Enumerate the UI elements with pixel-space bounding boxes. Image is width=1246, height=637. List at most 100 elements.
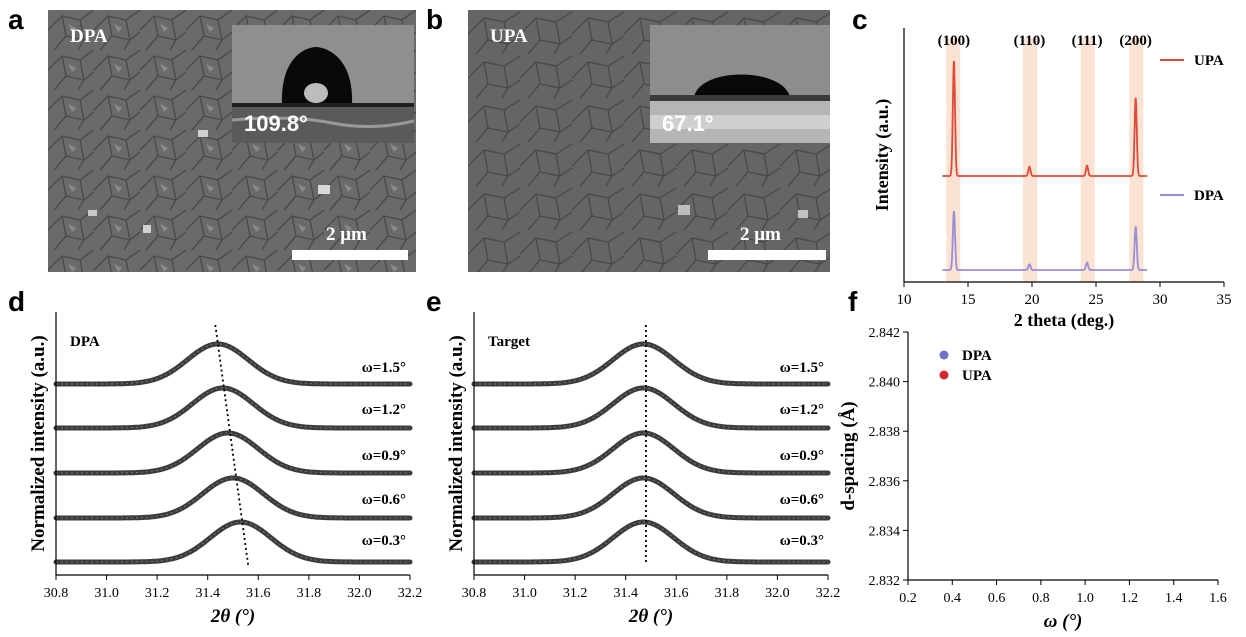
x-tick-label: 31.2: [145, 586, 170, 601]
x-tick-label: 0.8: [1032, 591, 1050, 606]
panel-label-d: d: [8, 286, 26, 317]
x-tick-label: 31.6: [664, 586, 689, 601]
legend-label-upa: UPA: [962, 368, 992, 384]
x-tick-label: 30.8: [44, 586, 69, 601]
y-tick-label: 2.842: [869, 326, 901, 341]
legend-label-dpa: DPA: [1194, 188, 1224, 204]
rocking-curve: [53, 430, 413, 476]
panel-label-c: c: [852, 4, 868, 35]
scale-label-a: 2 μm: [326, 224, 367, 245]
sample-label-upa: UPA: [490, 26, 528, 47]
omega-label: ω=0.9°: [780, 448, 824, 464]
legend-label-dpa: DPA: [962, 348, 992, 364]
omega-label: ω=0.6°: [362, 492, 406, 508]
target-rocking-chart: ω=1.5° ω=1.2° ω=0.9° ω=0.6° ω=0.3° Target 30.8…: [446, 312, 840, 627]
droplet-dpa: [232, 25, 414, 143]
rocking-curve: [53, 385, 413, 431]
panel-label-a: a: [8, 4, 24, 35]
omega-label: ω=0.9°: [362, 448, 406, 464]
x-tick-label: 31.8: [715, 586, 740, 601]
highlight-band: [1080, 38, 1095, 282]
x-tick-label: 0.2: [899, 591, 917, 606]
omega-label: ω=1.5°: [362, 360, 406, 376]
rocking-curve: [471, 341, 831, 387]
rocking-curve-points: [474, 521, 828, 563]
series-line-dpa: [942, 210, 1148, 271]
chart-title: Target: [488, 334, 530, 350]
peak-label: (200): [1119, 33, 1152, 49]
x-tick-label: 31.4: [195, 586, 220, 601]
peak-label: (111): [1072, 33, 1103, 49]
omega-label: ω=0.3°: [362, 533, 406, 549]
x-tick-label: 1.6: [1209, 591, 1227, 606]
y-tick-label: 2.834: [869, 524, 901, 539]
omega-label: ω=0.3°: [780, 533, 824, 549]
sem-image-dpa: DPA 109.8° 2 μm: [48, 10, 416, 272]
x-tick-label: 30.8: [462, 586, 487, 601]
x-tick-label: 35: [1217, 292, 1232, 308]
contact-angle-inset-dpa: 109.8°: [232, 25, 414, 143]
highlight-band: [1129, 38, 1144, 282]
omega-label: ω=1.5°: [780, 360, 824, 376]
omega-label: ω=1.2°: [780, 402, 824, 418]
peak-label: (100): [938, 33, 971, 49]
peak-label: (110): [1014, 33, 1046, 49]
d-spacing-chart: 0.2 0.4 0.6 0.8 1.0 1.2 1.4 1.6 2.832 2.834 2.836 2…: [838, 326, 1227, 632]
y-axis-label: d-spacing (Å): [838, 401, 859, 510]
x-tick-label: 15: [961, 292, 976, 308]
contact-angle-value-upa: 67.1°: [662, 111, 714, 136]
x-axis-label: 2θ (°): [628, 606, 673, 627]
rocking-curve-points: [474, 343, 828, 385]
legend-label-upa: UPA: [1194, 53, 1224, 69]
x-tick-label: 31.2: [563, 586, 588, 601]
rocking-curve-points: [56, 432, 410, 474]
x-tick-label: 31.0: [94, 586, 119, 601]
legend-marker-upa: [939, 370, 949, 380]
x-tick-label: 31.0: [512, 586, 537, 601]
y-tick-label: 2.838: [869, 425, 901, 440]
x-tick-label: 31.8: [297, 586, 322, 601]
xrd-chart: (100) (110) (111) (200) 10 15 20 25 30 35 2 theta …: [872, 28, 1232, 331]
x-tick-label: 0.4: [944, 591, 962, 606]
rocking-curve: [471, 519, 831, 565]
rocking-curve-points: [56, 387, 410, 429]
rocking-curve-points: [56, 343, 410, 385]
x-tick-label: 25: [1089, 292, 1104, 308]
x-tick-label: 10: [897, 292, 912, 308]
rocking-curve: [471, 430, 831, 476]
rocking-curve-points: [474, 387, 828, 429]
x-axis-label: ω (°): [1044, 611, 1083, 632]
x-tick-label: 32.0: [765, 586, 790, 601]
x-tick-label: 32.2: [398, 586, 423, 601]
x-axis-label: 2θ (°): [210, 606, 255, 627]
scale-bar-b: [708, 250, 826, 260]
rocking-curve: [53, 519, 413, 565]
legend-marker-dpa: [939, 350, 949, 360]
panel-label-b: b: [426, 4, 444, 35]
x-tick-label: 1.2: [1121, 591, 1139, 606]
panel-label-e: e: [426, 286, 442, 317]
x-tick-label: 1.0: [1076, 591, 1094, 606]
rocking-curve: [471, 385, 831, 431]
x-tick-label: 32.0: [347, 586, 372, 601]
y-tick-label: 2.836: [869, 475, 901, 490]
highlight-band: [946, 38, 961, 282]
omega-label: ω=1.2°: [362, 402, 406, 418]
panel-label-f: f: [848, 286, 858, 317]
y-tick-label: 2.840: [869, 376, 901, 391]
rocking-curve: [471, 475, 831, 521]
x-tick-label: 30: [1153, 292, 1168, 308]
x-tick-label: 1.4: [1165, 591, 1183, 606]
sem-image-upa: UPA 67.1° 2 μm: [468, 10, 830, 272]
contact-angle-inset-upa: 67.1°: [650, 25, 830, 143]
y-tick-label: 2.832: [869, 574, 901, 589]
omega-label: ω=0.6°: [780, 492, 824, 508]
rocking-curve-points: [474, 432, 828, 474]
x-tick-label: 31.4: [613, 586, 638, 601]
rocking-curve: [53, 341, 413, 387]
rocking-curve-points: [56, 521, 410, 563]
y-axis-label: Intensity (a.u.): [872, 99, 893, 212]
peak-guide-line: [214, 324, 250, 566]
y-axis-label: Normalized intensity (a.u.): [446, 335, 467, 551]
contact-angle-value-dpa: 109.8°: [244, 111, 308, 136]
